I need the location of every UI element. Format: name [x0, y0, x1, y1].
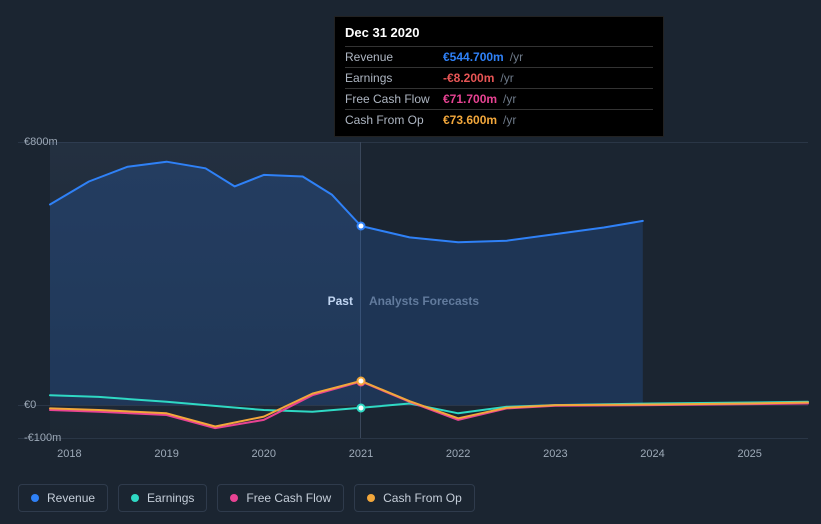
x-tick-label: 2024: [640, 448, 664, 460]
legend-item-cash-from-op[interactable]: Cash From Op: [354, 484, 475, 512]
tooltip-row-label: Earnings: [345, 71, 437, 85]
tooltip-row-label: Cash From Op: [345, 113, 437, 127]
tooltip-row-value: -€8.200m: [443, 71, 494, 85]
tooltip-row-value: €71.700m: [443, 92, 497, 106]
x-tick-label: 2021: [349, 448, 373, 460]
legend-dot-icon: [131, 494, 139, 502]
chart-legend: Revenue Earnings Free Cash Flow Cash From O…: [18, 484, 475, 512]
x-tick-label: 2020: [252, 448, 276, 460]
tooltip-row: Cash From Op €73.600m/yr: [345, 109, 653, 130]
legend-item-earnings[interactable]: Earnings: [118, 484, 207, 512]
chart-tooltip: Dec 31 2020 Revenue €544.700m/yr Earnings-…: [334, 16, 664, 137]
x-tick-label: 2025: [737, 448, 761, 460]
tooltip-row-unit: /yr: [503, 113, 516, 127]
tooltip-row-value: €73.600m: [443, 113, 497, 127]
tooltip-row: Revenue €544.700m/yr: [345, 46, 653, 67]
financials-chart: €800m€0-€100m Past Analysts Forecasts: [18, 142, 808, 442]
tooltip-row-unit: /yr: [503, 92, 516, 106]
legend-item-free-cash-flow[interactable]: Free Cash Flow: [217, 484, 344, 512]
marker-cash_from_op: [356, 376, 365, 385]
marker-earnings: [356, 403, 365, 412]
tooltip-row-unit: /yr: [510, 50, 523, 64]
tooltip-title: Dec 31 2020: [345, 25, 653, 46]
x-axis: 2018 2019 2020 2021 2022 2023 2024 2025: [50, 448, 808, 464]
tooltip-row-value: €544.700m: [443, 50, 504, 64]
tooltip-row-label: Revenue: [345, 50, 437, 64]
legend-label: Earnings: [147, 491, 194, 505]
tooltip-row-label: Free Cash Flow: [345, 92, 437, 106]
legend-dot-icon: [230, 494, 238, 502]
x-tick-label: 2019: [154, 448, 178, 460]
legend-dot-icon: [31, 494, 39, 502]
series-fill-revenue: [50, 162, 643, 405]
tooltip-row: Free Cash Flow €71.700m/yr: [345, 88, 653, 109]
chart-svg: [50, 142, 808, 438]
legend-item-revenue[interactable]: Revenue: [18, 484, 108, 512]
y-gridline: [18, 438, 808, 439]
x-tick-label: 2018: [57, 448, 81, 460]
tooltip-row: Earnings -€8.200m/yr: [345, 67, 653, 88]
legend-label: Free Cash Flow: [246, 491, 331, 505]
legend-dot-icon: [367, 494, 375, 502]
x-tick-label: 2022: [446, 448, 470, 460]
marker-revenue: [356, 221, 365, 230]
legend-label: Revenue: [47, 491, 95, 505]
x-tick-label: 2023: [543, 448, 567, 460]
tooltip-row-unit: /yr: [500, 71, 513, 85]
legend-label: Cash From Op: [383, 491, 462, 505]
y-tick-label: €0: [24, 399, 36, 411]
chart-plot[interactable]: Past Analysts Forecasts: [50, 142, 808, 438]
